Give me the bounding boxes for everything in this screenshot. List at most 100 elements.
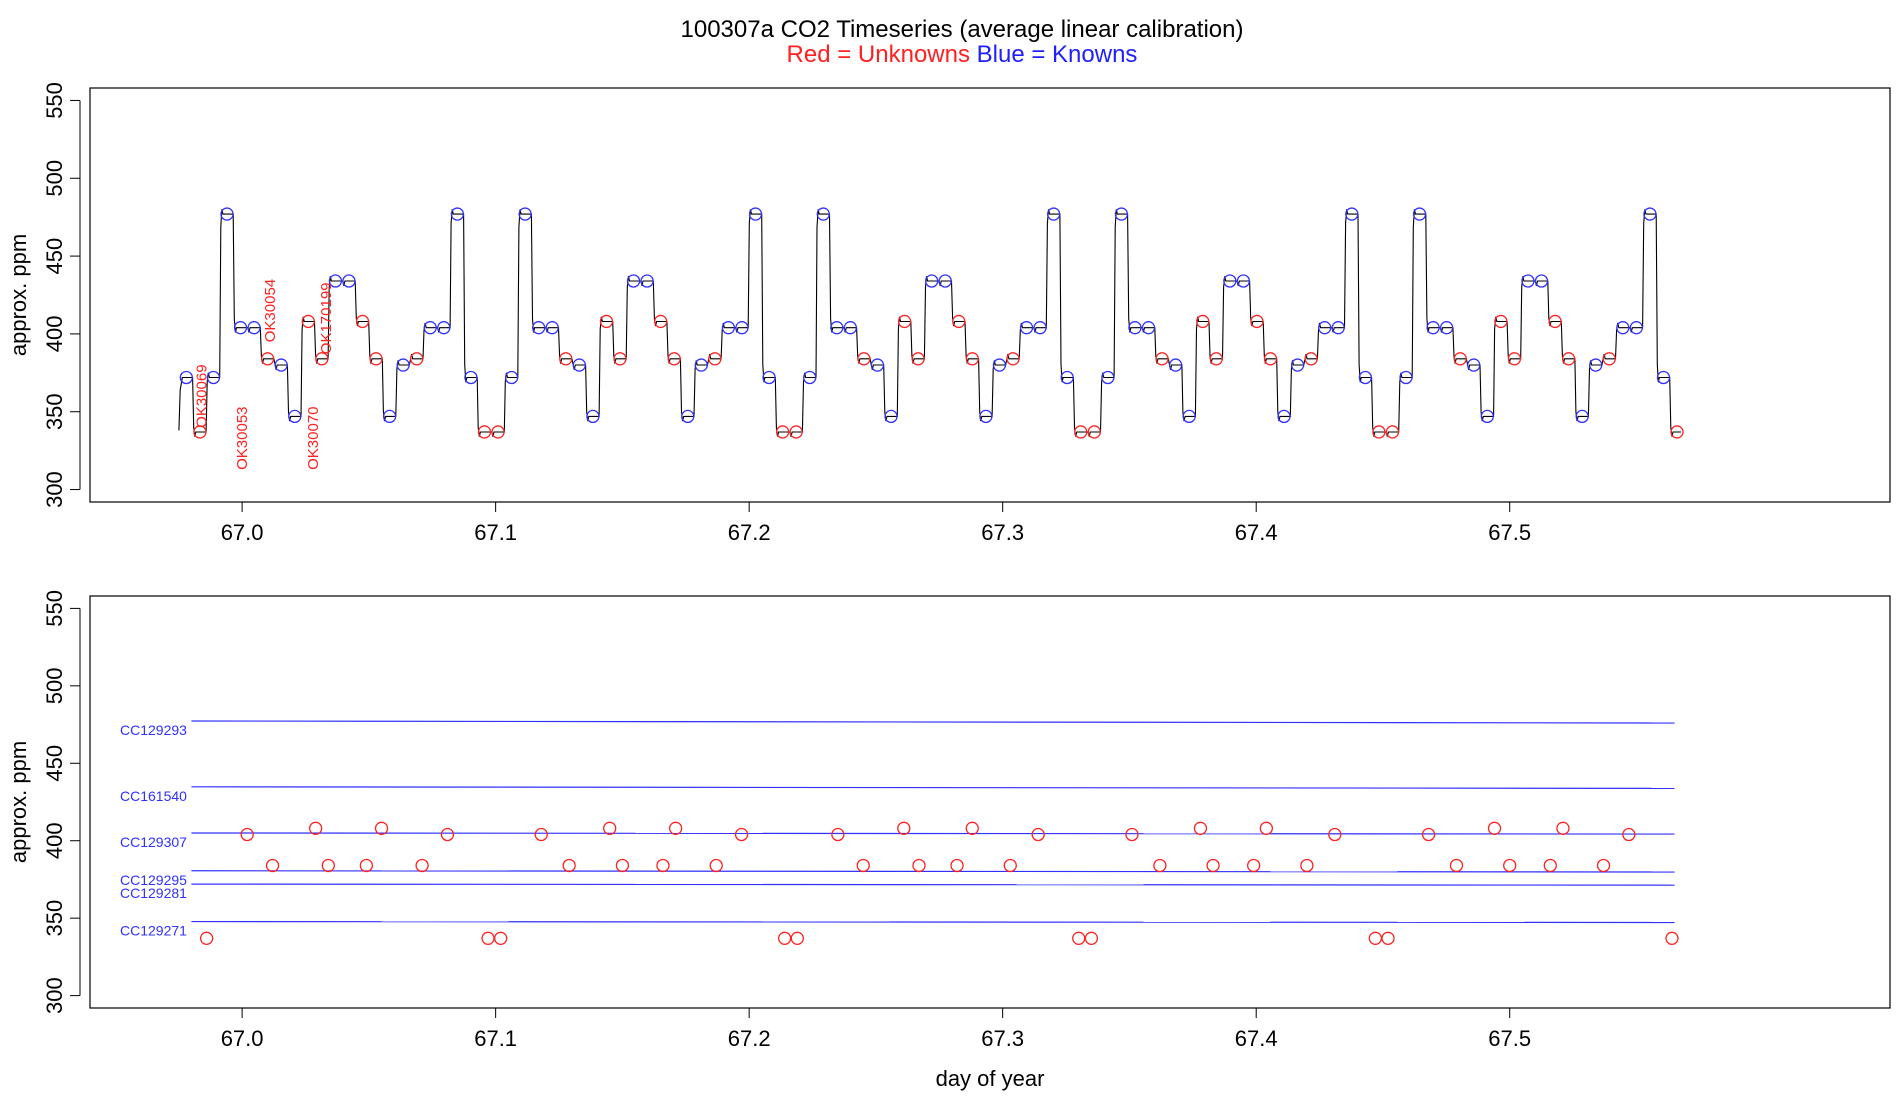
- known-sample-point: [1114, 207, 1129, 221]
- unknown-sample-point: [1670, 425, 1684, 439]
- known-sample-point: [870, 358, 885, 372]
- known-sample-point: [1440, 321, 1454, 335]
- standard-label: CC129271: [120, 923, 187, 939]
- y-tick-label: 550: [42, 82, 67, 119]
- x-tick-label: 67.2: [728, 520, 771, 545]
- unknown-sample-point: [613, 352, 627, 366]
- known-sample-point: [1101, 370, 1115, 385]
- known-sample-point: [247, 321, 261, 335]
- unknown-sample-point: [1548, 314, 1562, 329]
- known-sample-point: [1290, 358, 1305, 372]
- x-tick-label: 67.1: [474, 520, 517, 545]
- unknown-point: [199, 931, 214, 945]
- unknown-point: [240, 827, 254, 842]
- unknown-point: [1247, 858, 1261, 873]
- unknown-sample-point: [1209, 352, 1223, 366]
- unknown-point: [734, 827, 749, 842]
- unknown-sample-point: [410, 352, 424, 366]
- plot-frame: [89, 595, 1891, 1009]
- known-sample-point: [1019, 321, 1034, 335]
- unknown-point: [709, 858, 723, 873]
- x-tick-label: 67.5: [1488, 520, 1531, 545]
- standard-label: CC161540: [120, 788, 187, 804]
- unknown-sample-point: [775, 425, 790, 439]
- unknown-point: [656, 858, 670, 873]
- y-tick-label: 450: [42, 238, 67, 275]
- unknown-sample-point: [355, 314, 370, 329]
- known-sample-point: [206, 370, 221, 385]
- known-sample-point: [843, 321, 858, 335]
- plot-frame: [89, 87, 1891, 503]
- known-sample-point: [938, 274, 952, 288]
- unknown-point: [481, 931, 495, 945]
- figure-title: 100307a CO2 Timeseries (average linear c…: [681, 16, 1244, 43]
- unknown-sample-point: [1074, 425, 1088, 439]
- standard-label: CC129293: [120, 722, 187, 738]
- unknown-sample-point: [1561, 352, 1576, 366]
- unknown-point: [1556, 821, 1570, 835]
- standard-label: CC129281: [120, 885, 187, 901]
- unknown-sample-point: [1494, 314, 1508, 329]
- standard-line: [191, 870, 1675, 873]
- unknown-point: [790, 931, 804, 945]
- unknown-point: [1206, 858, 1220, 873]
- unknown-sample-point: [1507, 352, 1522, 366]
- known-sample-point: [992, 358, 1007, 372]
- unknown-sample-point: [708, 352, 722, 366]
- unknown-point: [897, 821, 911, 835]
- sample-annotation: OK30054: [262, 279, 279, 342]
- unknown-sample-point: [559, 352, 573, 366]
- unknown-point: [965, 821, 979, 835]
- y-tick-label: 400: [42, 316, 67, 353]
- known-sample-point: [735, 321, 749, 335]
- y-axis-label: approx. ppm: [6, 234, 31, 356]
- known-sample-point: [274, 358, 288, 372]
- known-sample-point: [396, 358, 410, 372]
- known-sample-point: [721, 321, 736, 335]
- unknown-sample-point: [897, 314, 912, 329]
- unknown-point: [1072, 931, 1086, 945]
- y-tick-label: 550: [42, 590, 67, 627]
- unknown-point: [1622, 827, 1636, 842]
- x-tick-label: 67.0: [221, 1026, 264, 1051]
- unknown-point: [1259, 821, 1273, 835]
- unknown-sample-point: [1006, 352, 1020, 366]
- y-tick-label: 500: [42, 667, 67, 704]
- unknown-sample-point: [1385, 425, 1400, 439]
- known-sample-point: [586, 409, 600, 424]
- legend-knowns: Blue = Knowns: [977, 41, 1138, 68]
- x-tick-label: 67.0: [221, 520, 264, 545]
- unknown-point: [831, 827, 845, 842]
- unknown-point: [1543, 858, 1557, 873]
- unknown-point: [1487, 821, 1502, 835]
- known-sample-point: [1616, 321, 1630, 335]
- known-sample-point: [1480, 409, 1494, 424]
- unknown-sample-point: [667, 352, 681, 366]
- known-sample-point: [640, 274, 654, 288]
- x-tick-label: 67.1: [474, 1026, 517, 1051]
- unknown-sample-point: [654, 314, 668, 329]
- unknown-point: [321, 858, 335, 873]
- unknown-point: [562, 858, 576, 873]
- known-sample-point: [504, 370, 519, 385]
- unknown-point: [374, 821, 389, 835]
- sample-annotation: OK30069: [194, 364, 211, 427]
- standard-line: [191, 883, 1675, 886]
- unknown-point: [1300, 858, 1314, 873]
- known-sample-point: [1629, 321, 1644, 335]
- unknown-sample-point: [911, 352, 925, 366]
- unknown-sample-point: [789, 425, 803, 439]
- figure-subtitle: Red = Unknowns Blue = Knowns: [787, 41, 1138, 68]
- unknown-sample-point: [599, 314, 614, 329]
- known-sample-point: [288, 409, 302, 424]
- standard-line: [191, 920, 1675, 924]
- known-sample-point: [342, 274, 356, 288]
- unknown-point: [1449, 858, 1464, 873]
- standard-line: [191, 786, 1675, 789]
- raw-trace-line: [178, 209, 1682, 437]
- unknown-sample-point: [260, 352, 275, 366]
- unknown-point: [603, 821, 617, 835]
- known-sample-point: [626, 274, 641, 288]
- known-sample-point: [1047, 207, 1061, 221]
